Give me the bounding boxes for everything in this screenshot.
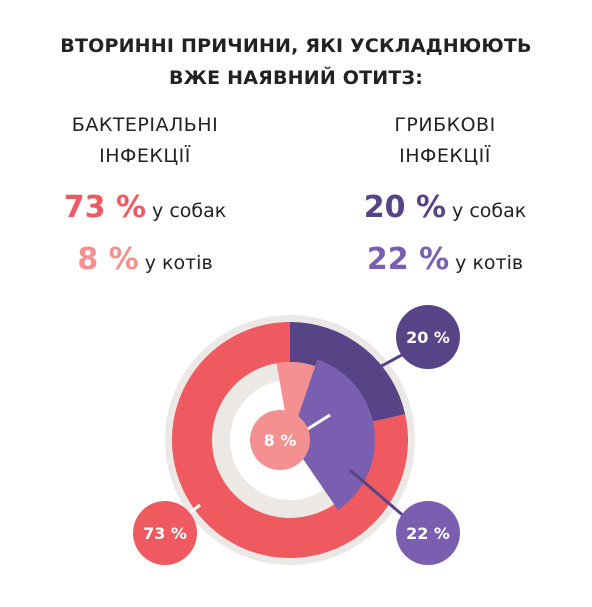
bacterial-dogs-value: 73 % (63, 190, 147, 225)
bacterial-dogs-bubble (133, 501, 197, 565)
fungal-cats-label: у котів (455, 252, 524, 274)
bacterial-cats-label: у котів (144, 252, 213, 274)
bacterial-cats-stat: 8 % у котів (0, 242, 290, 286)
fungal-dogs-stat: 20 % у собак (300, 190, 590, 234)
fungal-heading-line-1: ГРИБКОВІ (394, 114, 496, 136)
fungal-dogs-bubble (396, 305, 460, 369)
fungal-cats-value: 22 % (366, 242, 450, 277)
bacterial-heading-line-2: ІНФЕКЦІЇ (99, 145, 191, 167)
fungal-cats-bubble (396, 501, 460, 565)
bacterial-cats-arc (276, 362, 316, 423)
chart-title: ВТОРИННІ ПРИЧИНИ, ЯКІ УСКЛАДНЮЮТЬ ВЖЕ НА… (0, 30, 592, 94)
bacterial-cats-value: 8 % (77, 242, 139, 277)
fungal-dogs-value: 20 % (363, 190, 447, 225)
fungal-column: ГРИБКОВІ ІНФЕКЦІЇ 20 % у собак 22 % у ко… (300, 110, 590, 286)
fungal-heading-line-2: ІНФЕКЦІЇ (399, 145, 491, 167)
title-line-1: ВТОРИННІ ПРИЧИНИ, ЯКІ УСКЛАДНЮЮТЬ (60, 35, 532, 57)
fungal-heading: ГРИБКОВІ ІНФЕКЦІЇ (300, 110, 590, 172)
bacterial-heading-line-1: БАКТЕРІАЛЬНІ (71, 114, 219, 136)
fungal-cats-bubble-label: 22 % (406, 524, 450, 543)
bacterial-cats-bubble-label: 8 % (264, 431, 297, 450)
bacterial-dogs-label: у собак (152, 200, 227, 222)
bacterial-dogs-stat: 73 % у собак (0, 190, 290, 234)
fungal-dogs-label: у собак (452, 200, 527, 222)
fungal-cats-stat: 22 % у котів (300, 242, 590, 286)
bacterial-heading: БАКТЕРІАЛЬНІ ІНФЕКЦІЇ (0, 110, 290, 172)
fungal-dogs-bubble-label: 20 % (406, 328, 450, 347)
bacterial-cats-bubble (250, 410, 310, 470)
bacterial-column: БАКТЕРІАЛЬНІ ІНФЕКЦІЇ 73 % у собак 8 % у… (0, 110, 290, 286)
fungal-dogs-arc (290, 322, 406, 424)
fungal-cats-arc (295, 359, 376, 511)
title-line-2: ВЖЕ НАЯВНИЙ ОТИТЗ: (168, 67, 424, 89)
bacterial-dogs-bubble-label: 73 % (143, 524, 187, 543)
